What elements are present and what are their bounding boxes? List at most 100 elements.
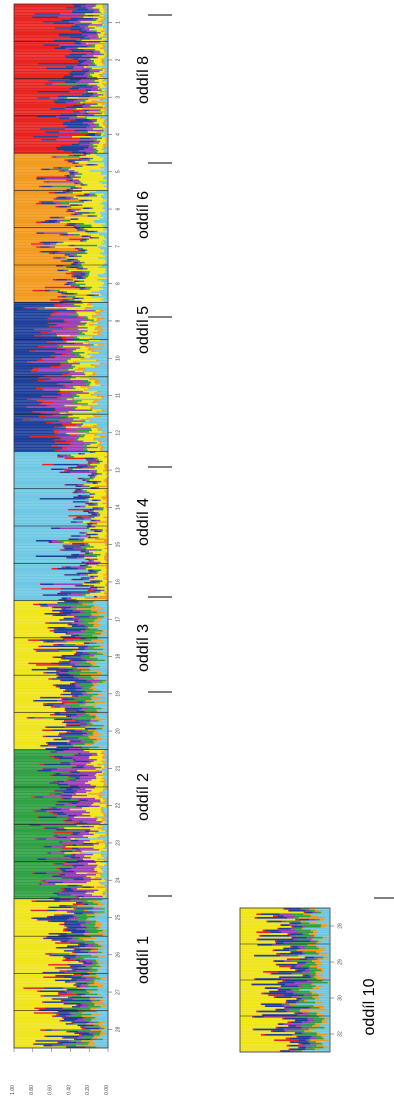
secondary-bar-segment [318, 953, 329, 955]
secondary-bar-segment [297, 938, 312, 941]
main-bar-segment [14, 477, 79, 480]
main-bar-segment [80, 1006, 89, 1008]
main-bar-segment [14, 310, 76, 312]
main-bar-segment [85, 552, 87, 554]
main-bar-segment [93, 151, 98, 154]
main-bar-segment [14, 995, 41, 997]
secondary-bar-segment [320, 926, 326, 928]
main-bar-segment [14, 881, 45, 884]
main-bar-segment [64, 432, 67, 435]
main-bar-segment [91, 560, 94, 562]
main-bar-segment [106, 78, 109, 81]
main-bar-segment [68, 515, 90, 517]
main-bar-segment [42, 971, 44, 974]
main-bar-segment [97, 457, 108, 460]
main-bar-segment [90, 718, 107, 721]
main-bar-segment [73, 912, 77, 915]
main-bar-segment [56, 628, 86, 631]
main-bar-segment [55, 686, 59, 688]
main-bar-segment [71, 521, 77, 523]
main-bar-segment [64, 925, 67, 927]
main-bar-segment [76, 959, 81, 961]
main-bar-segment [89, 271, 106, 273]
main-bar-segment [66, 278, 71, 281]
main-bar-segment [89, 1041, 94, 1044]
main-bar-segment [35, 1043, 64, 1045]
main-bar-segment [83, 766, 102, 769]
main-bar-segment [14, 226, 74, 228]
main-bar-segment [53, 704, 63, 707]
main-bar-segment [100, 881, 109, 884]
main-bar-segment [99, 218, 109, 220]
main-bar-segment [56, 816, 75, 819]
main-bar-segment [85, 251, 105, 253]
main-bar-segment [47, 920, 52, 923]
main-bar-segment [75, 940, 94, 943]
main-bar-segment [14, 94, 83, 96]
main-bar-segment [49, 811, 53, 814]
main-bar-segment [73, 889, 99, 892]
main-bar-segment [14, 586, 91, 589]
main-bar-segment [91, 291, 109, 293]
main-bar-segment [76, 1037, 83, 1039]
main-bar-segment [75, 334, 109, 337]
main-bar-segment [79, 689, 94, 691]
main-bar-segment [93, 914, 109, 916]
main-bar-segment [97, 617, 102, 620]
main-bar-segment [96, 558, 99, 561]
main-bar-segment [78, 785, 97, 787]
main-bar-segment [14, 693, 61, 696]
main-bar-segment [94, 1004, 96, 1007]
main-bar-segment [74, 280, 80, 283]
main-bar-segment [56, 383, 60, 385]
main-bar-segment [62, 364, 72, 366]
main-bar-segment [58, 757, 73, 760]
main-bar-segment [65, 644, 76, 646]
main-bar-segment [77, 162, 80, 165]
main-bar-segment [63, 339, 69, 342]
main-bar-segment [56, 115, 73, 118]
main-bar-segment [59, 44, 92, 46]
main-bar-segment [57, 894, 71, 896]
main-bar-segment [75, 423, 82, 426]
main-bar-segment [80, 199, 88, 202]
main-bar-segment [14, 77, 64, 79]
main-bar-segment [14, 164, 87, 166]
main-bar-segment [72, 491, 75, 494]
main-bar-segment [42, 846, 46, 848]
main-bar-segment [103, 825, 109, 828]
main-bar-segment [71, 887, 78, 890]
main-bar-segment [70, 173, 75, 175]
main-bar-segment [63, 260, 72, 262]
main-bar-segment [14, 219, 46, 222]
main-bar-segment [28, 639, 40, 641]
main-bar-segment [94, 125, 100, 127]
main-bar-segment [81, 376, 109, 379]
main-bar-segment [14, 311, 54, 314]
main-bar-segment [14, 473, 92, 475]
main-bar-segment [105, 835, 109, 837]
main-bar-segment [14, 965, 71, 968]
main-bar-segment [90, 61, 94, 64]
main-bar-segment [14, 341, 47, 343]
main-bar-segment [69, 659, 73, 662]
secondary-bar-segment [272, 972, 292, 975]
main-bar-segment [101, 617, 109, 620]
main-bar-segment [86, 445, 98, 447]
main-bar-segment [70, 743, 74, 746]
main-bar-segment [62, 693, 83, 696]
main-bar-segment [75, 165, 77, 168]
main-bar-segment [32, 16, 59, 18]
main-bar-segment [103, 24, 107, 26]
main-bar-segment [63, 97, 68, 99]
main-bar-segment [73, 367, 79, 370]
main-bar-segment [103, 754, 107, 756]
main-bar-segment [89, 737, 104, 739]
main-bar-segment [14, 774, 51, 777]
main-bar-segment [14, 249, 79, 252]
main-bar-segment [50, 334, 58, 337]
main-bar-segment [54, 39, 77, 42]
main-bar-segment [91, 120, 96, 123]
main-bar-segment [14, 350, 30, 352]
